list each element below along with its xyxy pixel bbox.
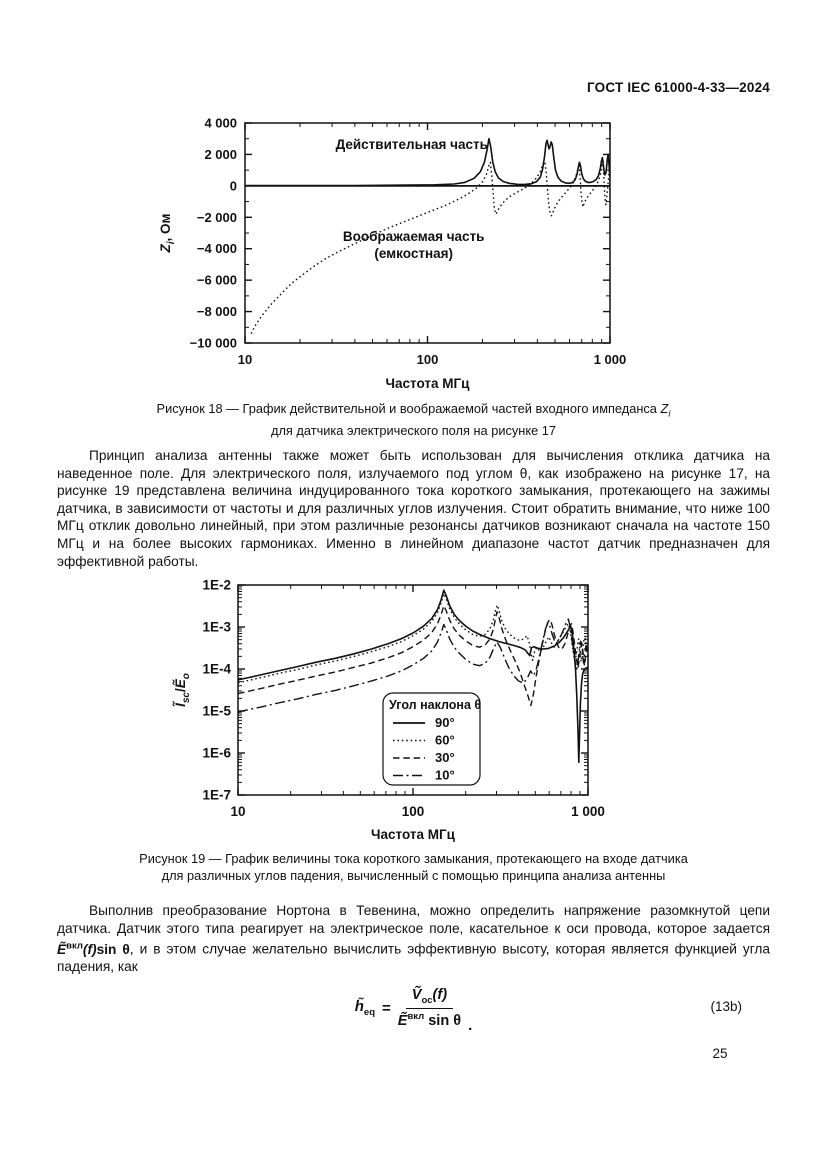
y-axis-title: Zi, Ом	[158, 213, 177, 253]
series-line-Воображаемая часть (емкостная)	[250, 160, 611, 334]
series-line-60°	[237, 593, 589, 684]
y-tick-label: 1E-5	[202, 704, 231, 719]
y-tick-label: 1E-7	[202, 788, 231, 803]
equation-fraction: Ṽoc(f) Ẽвкл sin θ	[398, 986, 461, 1031]
y-tick-label: 2 000	[204, 147, 237, 162]
equals-sign: =	[382, 999, 391, 1017]
figure-18-chart: 4 000 2 000 0 −2 000 −4 000 −6 000 −8 000 −10 0…	[158, 116, 627, 392]
equation-period: .	[468, 1017, 473, 1034]
fraction-numerator: Ṽoc(f)	[405, 986, 454, 1010]
curve-annotation: (емкостная)	[374, 246, 453, 261]
y-tick-label: 4 000	[204, 116, 237, 131]
legend-title: Угол наклона θ	[389, 698, 481, 712]
y-tick-label: 1E-4	[202, 662, 231, 677]
equation-number: (13b)	[710, 999, 742, 1014]
series-line-90°	[237, 589, 589, 764]
legend-label: 90°	[435, 715, 455, 730]
x-tick-label: 10	[238, 352, 252, 367]
body-paragraph-1: Принцип анализа антенны также может быть…	[57, 448, 770, 569]
curve-annotation: Воображаемая часть	[343, 229, 485, 244]
paragraph-2-text-after: , и в этом случае желательно вычислить э…	[57, 941, 770, 975]
body-paragraph-2: Выполнив преобразование Нортона в Тевени…	[57, 902, 770, 976]
legend-box	[382, 692, 481, 786]
y-tick-label: 1E-3	[202, 620, 231, 635]
legend-label: 30°	[435, 750, 455, 765]
equation-13b-row: h̃eq = Ṽoc(f) Ẽвкл sin θ . (13b)	[57, 978, 770, 1038]
inline-formula-e-field: Ẽвкл(f)sin θ	[57, 940, 130, 957]
series-line-10°	[237, 618, 589, 713]
document-header: ГОСТ IEC 61000-4-33—2024	[586, 80, 770, 95]
y-tick-label: −6 000	[197, 273, 237, 288]
y-tick-label: 1E-6	[202, 746, 231, 761]
y-axis-title: Ĩsc/Ẽo	[173, 673, 192, 707]
legend-label: 10°	[435, 768, 455, 783]
figure-19-caption-line1: Рисунок 19 — График величины тока коротк…	[139, 851, 688, 866]
figure-18-caption-line2: для датчика электрического поля на рисун…	[271, 423, 556, 439]
y-tick-label: −2 000	[197, 210, 237, 225]
figure-18-caption-line1: Рисунок 18 — График действительной и воо…	[156, 401, 671, 420]
x-tick-label: 10	[230, 804, 245, 819]
series-line-Действительная часть	[244, 137, 611, 187]
x-axis-title: Частота МГц	[371, 827, 456, 842]
y-tick-label: 1E-2	[202, 578, 231, 593]
equation-13b: h̃eq = Ṽoc(f) Ẽвкл sin θ .	[57, 978, 770, 1038]
figure-19-chart: 1E-2 1E-3 1E-4 1E-5 1E-6 1E-710 100 1 000 Частот…	[173, 578, 605, 843]
page-number: 25	[712, 1046, 728, 1061]
y-tick-label: −10 000	[190, 336, 237, 351]
x-tick-label: 1 000	[571, 804, 605, 819]
x-tick-label: 100	[402, 804, 425, 819]
figure-19-caption: Рисунок 19 — График величины тока коротк…	[57, 851, 770, 884]
figure-19-caption-line2: для различных углов падения, вычисленный…	[161, 867, 666, 883]
x-tick-label: 1 000	[594, 352, 627, 367]
x-axis-title: Частота МГц	[386, 376, 471, 391]
paragraph-2-text-before: Выполнив преобразование Нортона в Тевени…	[57, 903, 770, 936]
fraction-denominator: Ẽвкл sin θ	[397, 1011, 462, 1030]
y-tick-label: −8 000	[197, 304, 237, 319]
y-tick-label: 0	[230, 178, 237, 193]
x-tick-label: 100	[417, 352, 439, 367]
series-line-30°	[237, 605, 589, 707]
legend-label: 60°	[435, 733, 455, 748]
curve-annotation: Действительная часть	[336, 137, 488, 152]
equation-lhs: h̃eq	[354, 998, 376, 1018]
figure-18-caption: Рисунок 18 — График действительной и воо…	[57, 401, 770, 440]
y-tick-label: −4 000	[197, 241, 237, 256]
